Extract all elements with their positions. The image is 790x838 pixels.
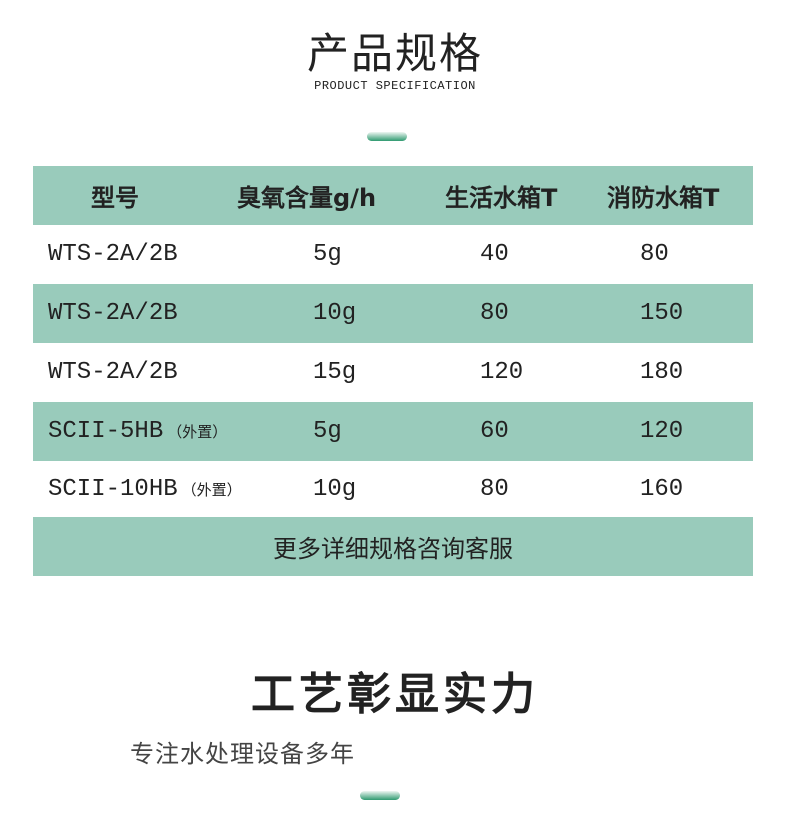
header-fire-tank: 消防水箱T: [607, 184, 720, 212]
cell-fire-tank: 80: [640, 241, 669, 268]
cell-ozone: 10g: [313, 300, 357, 327]
section2-title: 工艺彰显实力: [251, 669, 539, 720]
model-name: WTS-2A/2B: [48, 359, 178, 386]
table-row: WTS-2A/2B 10g 80 150: [33, 284, 753, 343]
header-model: 型号: [91, 184, 139, 212]
model-note: （外置）: [167, 423, 228, 441]
cell-ozone: 10g: [313, 475, 357, 503]
cell-domestic-tank: 120: [480, 359, 524, 386]
divider-bar: [367, 132, 407, 141]
cell-ozone: 5g: [313, 418, 342, 445]
table-row: SCII-5HB （外置） 5g 60 120: [33, 402, 753, 461]
cell-model: SCII-10HB （外置）: [48, 461, 242, 517]
cell-ozone: 5g: [313, 241, 342, 268]
model-note: （外置）: [181, 480, 242, 499]
cell-fire-tank: 150: [640, 300, 684, 327]
cell-ozone: 15g: [313, 359, 357, 386]
cell-domestic-tank: 60: [480, 418, 509, 445]
model-name: SCII-10HB: [48, 475, 178, 503]
cell-domestic-tank: 80: [480, 475, 509, 503]
cell-domestic-tank: 40: [480, 241, 509, 268]
model-name: WTS-2A/2B: [48, 300, 178, 327]
model-name: WTS-2A/2B: [48, 241, 178, 268]
cell-fire-tank: 160: [640, 475, 684, 503]
cell-domestic-tank: 80: [480, 300, 509, 327]
cell-model: WTS-2A/2B: [48, 284, 182, 343]
cell-fire-tank: 180: [640, 359, 684, 386]
table-row: WTS-2A/2B 5g 40 80: [33, 225, 753, 284]
cell-model: SCII-5HB （外置）: [48, 402, 227, 461]
divider-bar: [360, 791, 400, 800]
cell-model: WTS-2A/2B: [48, 225, 182, 284]
cell-fire-tank: 120: [640, 418, 684, 445]
table-row: WTS-2A/2B 15g 120 180: [33, 343, 753, 402]
table-row: SCII-10HB （外置） 10g 80 160: [33, 461, 753, 517]
spec-table: 型号 臭氧含量g/h 生活水箱T 消防水箱T WTS-2A/2B 5g 40 80 WT…: [33, 166, 753, 576]
section-title: 产品规格: [306, 29, 483, 78]
section-subtitle: PRODUCT SPECIFICATION: [314, 79, 476, 93]
header-ozone: 臭氧含量g/h: [237, 184, 377, 212]
table-header: 型号 臭氧含量g/h 生活水箱T 消防水箱T: [33, 166, 753, 225]
contact-service-banner[interactable]: 更多详细规格咨询客服: [33, 517, 753, 576]
section2-subtitle: 专注水处理设备多年: [130, 740, 355, 768]
cell-model: WTS-2A/2B: [48, 343, 182, 402]
header-domestic-tank: 生活水箱T: [445, 184, 558, 212]
model-name: SCII-5HB: [48, 418, 164, 445]
